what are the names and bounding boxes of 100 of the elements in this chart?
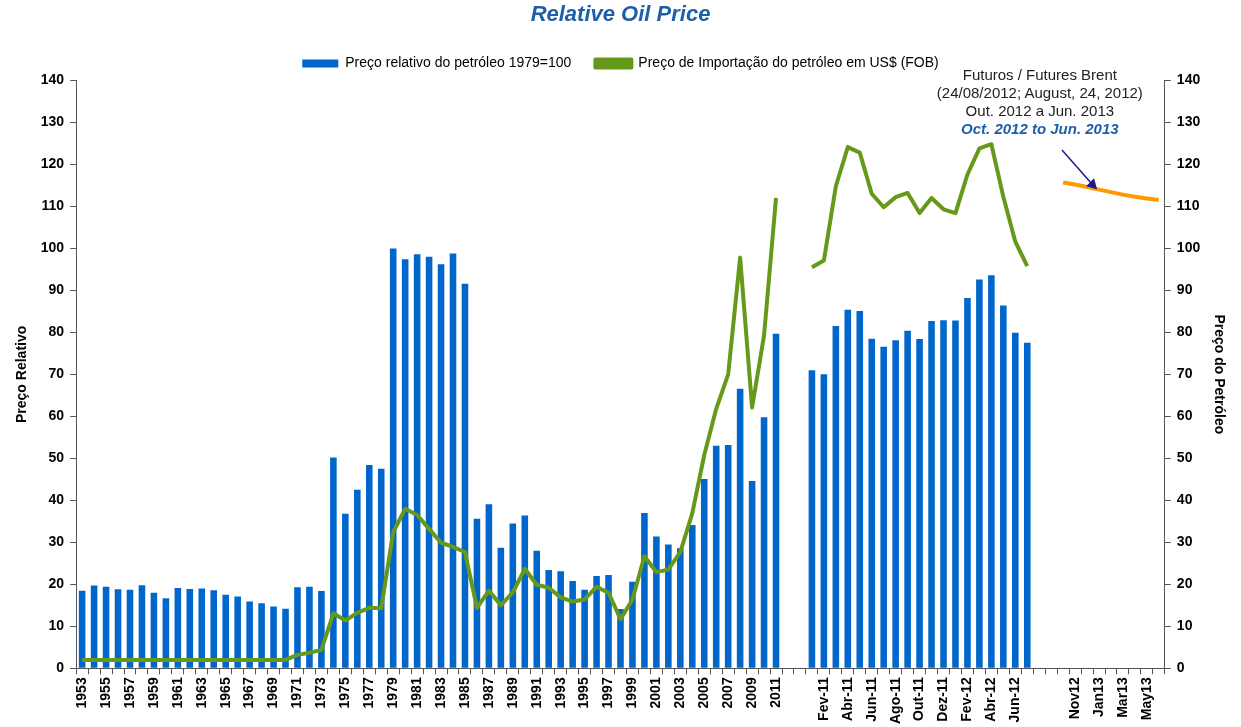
bar xyxy=(724,444,732,668)
y-tick-label: 90 xyxy=(48,281,65,298)
bar xyxy=(246,601,253,668)
x-tick-label: Fev-11 xyxy=(814,677,831,721)
bar xyxy=(952,320,959,668)
y2-tick-label: 90 xyxy=(1176,281,1193,298)
y2-tick-label: 130 xyxy=(1176,113,1201,130)
y2-tick-label: 110 xyxy=(1176,197,1200,214)
y2-tick-label: 0 xyxy=(1176,659,1185,676)
y2-tick-label: 140 xyxy=(1176,71,1201,88)
x-tick-label: Out-11 xyxy=(910,677,927,721)
bar xyxy=(856,310,864,668)
bar xyxy=(365,465,373,668)
x-tick-label: 2005 xyxy=(695,677,712,709)
bar xyxy=(545,570,553,668)
bar xyxy=(222,594,229,668)
x-tick-label: 1979 xyxy=(384,677,401,709)
y-tick-label: 50 xyxy=(48,449,65,466)
x-tick-label: Nov12 xyxy=(1065,677,1082,720)
x-tick-label: Abr-12 xyxy=(982,677,999,722)
x-tick-label: 1987 xyxy=(479,677,496,709)
bar xyxy=(916,339,923,668)
x-tick-label: 1981 xyxy=(407,677,424,709)
y-tick-label: 100 xyxy=(40,239,65,256)
x-tick-label: 2003 xyxy=(671,677,688,709)
x-tick-label: 1993 xyxy=(551,677,568,709)
bar xyxy=(1023,342,1031,668)
bar xyxy=(282,608,289,668)
bar xyxy=(665,544,672,668)
bar xyxy=(605,575,612,668)
legend-label: Preço relativo do petróleo 1979=100 xyxy=(345,54,572,71)
x-tick-label: 1977 xyxy=(360,677,377,709)
x-tick-label: 2011 xyxy=(766,677,783,708)
bar xyxy=(748,481,756,668)
bar xyxy=(533,550,541,668)
y-tick-label: 120 xyxy=(40,155,65,172)
x-tick-label: 1957 xyxy=(120,677,137,709)
x-tick-label: Jan13 xyxy=(1089,677,1106,718)
bar xyxy=(234,596,241,668)
bar xyxy=(868,338,876,668)
bar xyxy=(198,588,206,668)
y2-tick-label: 120 xyxy=(1176,155,1201,172)
y-tick-label: 130 xyxy=(40,113,65,130)
bar xyxy=(413,254,421,668)
x-tick-label: Jun-11 xyxy=(862,677,879,722)
x-tick-label: 1961 xyxy=(168,677,185,709)
bar xyxy=(641,512,648,668)
y2-tick-label: 10 xyxy=(1176,617,1193,634)
y-tick-label: 30 xyxy=(48,533,65,550)
annotation: Out. 2012 a Jun. 2013 xyxy=(965,102,1115,120)
bar xyxy=(294,587,301,668)
x-tick-label: 1999 xyxy=(623,677,640,709)
x-tick-label: May13 xyxy=(1137,677,1154,721)
x-tick-label: Mar13 xyxy=(1113,677,1130,718)
y2-tick-label: 40 xyxy=(1176,491,1193,508)
bar xyxy=(425,256,433,668)
legend-label: Preço de Importação do petróleo em US$ (FOB) xyxy=(638,54,939,71)
y2-tick-label: 20 xyxy=(1176,575,1193,592)
bar xyxy=(988,275,995,668)
bar xyxy=(832,326,840,668)
x-tick-label: 1973 xyxy=(312,677,329,709)
y2-tick-label: 60 xyxy=(1176,407,1193,424)
y-axis-title: Preço Relativo xyxy=(13,325,30,423)
y-tick-label: 0 xyxy=(56,659,65,676)
bar xyxy=(653,536,660,668)
bar xyxy=(976,279,983,668)
annotation: Oct. 2012 to Jun. 2013 xyxy=(961,120,1120,138)
x-tick-label: 1965 xyxy=(216,677,233,709)
bar xyxy=(892,340,899,668)
y-tick-label: 110 xyxy=(41,197,65,214)
x-tick-label: 1971 xyxy=(288,677,305,709)
y-tick-label: 60 xyxy=(48,407,65,424)
bar xyxy=(449,253,457,668)
bar xyxy=(772,333,780,668)
annotation: Futuros / Futures Brent xyxy=(962,66,1118,84)
bar xyxy=(1000,305,1007,668)
bar xyxy=(270,606,277,668)
bar xyxy=(820,374,828,668)
bar xyxy=(569,580,576,668)
x-tick-label: 1959 xyxy=(144,677,161,709)
x-tick-label: 1983 xyxy=(431,677,448,709)
bar xyxy=(964,297,971,668)
x-tick-label: 1953 xyxy=(73,677,89,709)
y-tick-label: 140 xyxy=(40,71,65,88)
bar xyxy=(712,445,720,668)
x-tick-label: 1985 xyxy=(455,677,472,709)
bar xyxy=(377,468,385,668)
bar xyxy=(593,575,600,668)
bar xyxy=(342,513,349,668)
y2-tick-label: 30 xyxy=(1176,533,1193,550)
bar xyxy=(844,309,852,668)
chart-title: Relative Oil Price xyxy=(530,1,711,27)
bar xyxy=(928,321,935,668)
bar xyxy=(437,264,445,668)
bar xyxy=(700,478,708,668)
annotation: (24/08/2012; August, 24, 2012) xyxy=(936,84,1143,102)
x-tick-label: 1989 xyxy=(503,677,520,709)
bar xyxy=(557,571,564,668)
bar xyxy=(354,489,361,668)
bar xyxy=(904,330,911,668)
